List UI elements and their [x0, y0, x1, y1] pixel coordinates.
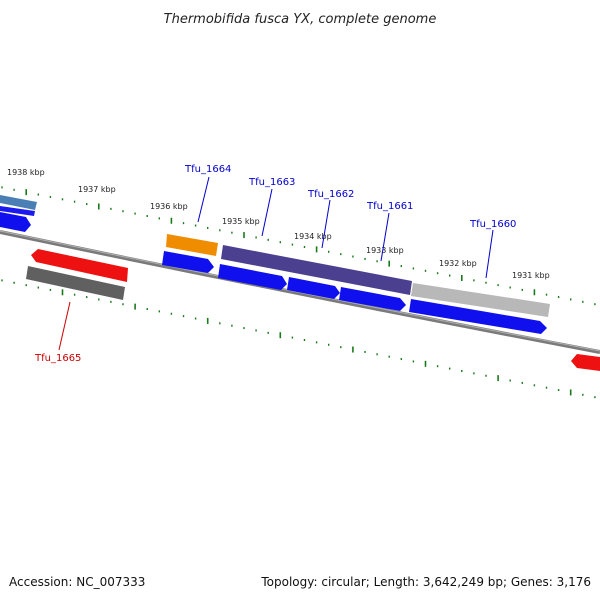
gene-label-tfu-1661[interactable]: Tfu_1661: [366, 201, 413, 212]
gene-feature-blue[interactable]: [409, 299, 547, 334]
gene-feature-light-gray[interactable]: [411, 283, 550, 317]
scale-label: 1936 kbp: [150, 202, 188, 211]
gene-feature-blue[interactable]: [287, 277, 340, 299]
genome-backbone-highlight: [0, 230, 600, 352]
gene-labels: Tfu_1664 Tfu_1663 Tfu_1662 Tfu_1661 Tfu_…: [34, 164, 516, 364]
features-upper: [0, 195, 550, 317]
leader-line-tfu-1665: [58, 301, 71, 351]
gene-feature-blue[interactable]: [218, 264, 287, 290]
scale-label: 1934 kbp: [294, 232, 332, 241]
scale-label: 1932 kbp: [439, 259, 477, 268]
gene-feature-blue[interactable]: [0, 206, 35, 216]
gene-feature-red[interactable]: [571, 354, 600, 371]
scale-label: 1938 kbp: [7, 168, 45, 177]
genome-stats-text: Topology: circular; Length: 3,642,249 bp…: [260, 575, 591, 589]
gene-label-tfu-1662[interactable]: Tfu_1662: [307, 189, 354, 200]
gene-feature-steel[interactable]: [0, 195, 37, 210]
leader-line-tfu-1661: [380, 212, 390, 262]
scale-labels: 1938 kbp 1937 kbp 1936 kbp 1935 kbp 1934…: [7, 168, 550, 280]
gene-feature-blue[interactable]: [162, 251, 214, 273]
scale-ticks-lower: [1, 279, 596, 399]
genome-backbone: [0, 230, 600, 354]
gene-feature-slate[interactable]: [221, 245, 412, 295]
gene-label-tfu-1663[interactable]: Tfu_1663: [248, 177, 295, 188]
scale-label: 1935 kbp: [222, 217, 260, 226]
gene-feature-dark-gray[interactable]: [26, 266, 125, 300]
gene-feature-orange[interactable]: [166, 234, 218, 256]
gene-label-tfu-1660[interactable]: Tfu_1660: [469, 219, 516, 230]
scale-label: 1937 kbp: [78, 185, 116, 194]
leader-line-tfu-1664: [197, 176, 210, 223]
features-lower: [0, 212, 600, 371]
map-title: Thermobifida fusca YX, complete genome: [164, 12, 437, 27]
gene-feature-red[interactable]: [31, 249, 128, 282]
leader-line-tfu-1663: [261, 188, 273, 237]
scale-ticks-upper: [1, 186, 596, 306]
scale-label: 1931 kbp: [512, 271, 550, 280]
scale-label: 1933 kbp: [366, 246, 404, 255]
gene-label-tfu-1664[interactable]: Tfu_1664: [184, 164, 231, 175]
gene-feature-blue[interactable]: [0, 212, 31, 232]
gene-label-tfu-1665[interactable]: Tfu_1665: [34, 353, 81, 364]
leader-line-tfu-1660: [485, 229, 494, 279]
gene-leader-lines: [58, 176, 494, 351]
gene-feature-blue[interactable]: [339, 287, 406, 311]
accession-text: Accession: NC_007333: [9, 575, 145, 589]
leader-line-tfu-1662: [321, 199, 331, 249]
